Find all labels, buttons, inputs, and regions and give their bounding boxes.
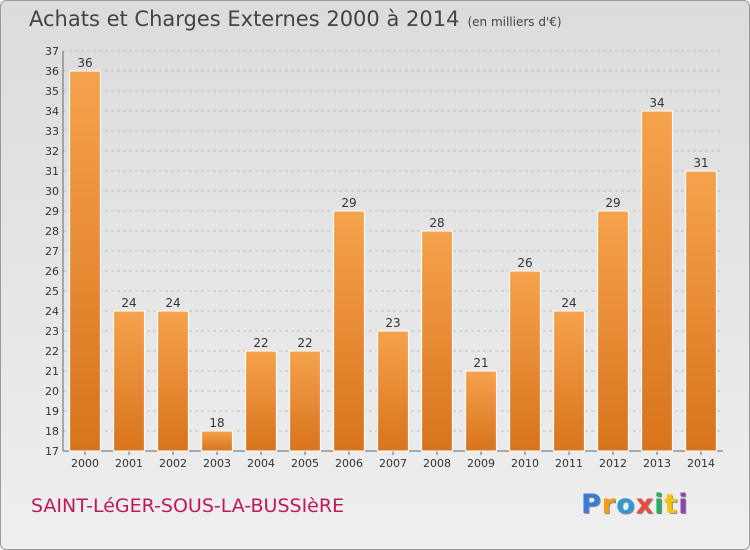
y-tick-label: 34 (45, 105, 59, 118)
logo-letter: i (654, 489, 665, 520)
x-tick-label: 2004 (247, 457, 275, 470)
y-tick-label: 33 (45, 125, 59, 138)
chart-title-text: Achats et Charges Externes 2000 à 2014 (29, 7, 460, 31)
bar-value-label: 24 (561, 296, 576, 310)
bar-value-label: 26 (517, 256, 532, 270)
y-tick-label: 25 (45, 285, 59, 298)
y-tick-label: 21 (45, 365, 59, 378)
x-tick-label: 2006 (335, 457, 363, 470)
x-tick-label: 2002 (159, 457, 187, 470)
bar-value-label: 21 (473, 356, 488, 370)
y-tick-label: 30 (45, 185, 59, 198)
logo-letter: x (635, 489, 655, 520)
bar-value-label: 18 (209, 416, 224, 430)
bar-2014 (685, 170, 717, 452)
x-tick-label: 2003 (203, 457, 231, 470)
bar-2011 (553, 310, 585, 452)
x-tick-label: 2014 (687, 457, 715, 470)
bar-value-label: 28 (429, 216, 444, 230)
x-tick-label: 2008 (423, 457, 451, 470)
logo-letter: t (664, 489, 679, 520)
bar-value-label: 31 (693, 156, 708, 170)
proxiti-logo[interactable]: Proxiti (581, 489, 689, 520)
bar-2007 (377, 330, 409, 452)
bar-value-label: 22 (253, 336, 268, 350)
chart-subtitle: (en milliers d'€) (467, 15, 562, 29)
bar-2006 (333, 210, 365, 452)
bar-value-label: 24 (121, 296, 136, 310)
x-tick-label: 2007 (379, 457, 407, 470)
y-tick-label: 32 (45, 145, 59, 158)
y-tick-label: 36 (45, 65, 59, 78)
y-tick-label: 23 (45, 325, 59, 338)
x-tick-label: 2012 (599, 457, 627, 470)
bar-2013 (641, 110, 673, 452)
bar-value-label: 34 (649, 96, 664, 110)
y-tick-label: 19 (45, 405, 59, 418)
bar-value-label: 29 (605, 196, 620, 210)
bar-2000 (69, 70, 101, 452)
y-tick-label: 24 (45, 305, 59, 318)
bar-2008 (421, 230, 453, 452)
y-tick-label: 20 (45, 385, 59, 398)
bar-2003 (201, 430, 233, 452)
y-tick-label: 31 (45, 165, 59, 178)
label-layer: 36 2000 24 2001 24 2002 18 2003 22 2004 22 2005 29 20… (71, 56, 715, 470)
chart-title: Achats et Charges Externes 2000 à 2014 (e… (29, 7, 562, 31)
bar-2010 (509, 270, 541, 452)
commune-name: SAINT-LéGER-SOUS-LA-BUSSIèRE (31, 495, 345, 517)
x-tick-label: 2013 (643, 457, 671, 470)
x-tick-label: 2001 (115, 457, 143, 470)
bar-value-label: 24 (165, 296, 180, 310)
bar-value-label: 29 (341, 196, 356, 210)
logo-letter: r (601, 489, 617, 520)
y-tick-label: 29 (45, 205, 59, 218)
bar-value-label: 36 (77, 56, 92, 70)
logo-letter: o (616, 489, 636, 520)
bar-2001 (113, 310, 145, 452)
y-tick-label: 17 (45, 445, 59, 458)
bar-layer (69, 70, 717, 452)
logo-letter: P (581, 489, 602, 520)
bar-2005 (289, 350, 321, 452)
bar-2012 (597, 210, 629, 452)
y-tick-label: 35 (45, 85, 59, 98)
y-tick-label: 27 (45, 245, 59, 258)
x-tick-label: 2000 (71, 457, 99, 470)
y-tick-label: 37 (45, 45, 59, 58)
x-tick-label: 2005 (291, 457, 319, 470)
x-tick-label: 2010 (511, 457, 539, 470)
y-tick-label: 18 (45, 425, 59, 438)
bar-2004 (245, 350, 277, 452)
bar-value-label: 22 (297, 336, 312, 350)
y-tick-label: 28 (45, 225, 59, 238)
bar-2002 (157, 310, 189, 452)
y-tick-label: 22 (45, 345, 59, 358)
y-tick-label: 26 (45, 265, 59, 278)
x-tick-label: 2011 (555, 457, 583, 470)
logo-letter: i (678, 489, 689, 520)
bar-2009 (465, 370, 497, 452)
bar-value-label: 23 (385, 316, 400, 330)
x-tick-label: 2009 (467, 457, 495, 470)
